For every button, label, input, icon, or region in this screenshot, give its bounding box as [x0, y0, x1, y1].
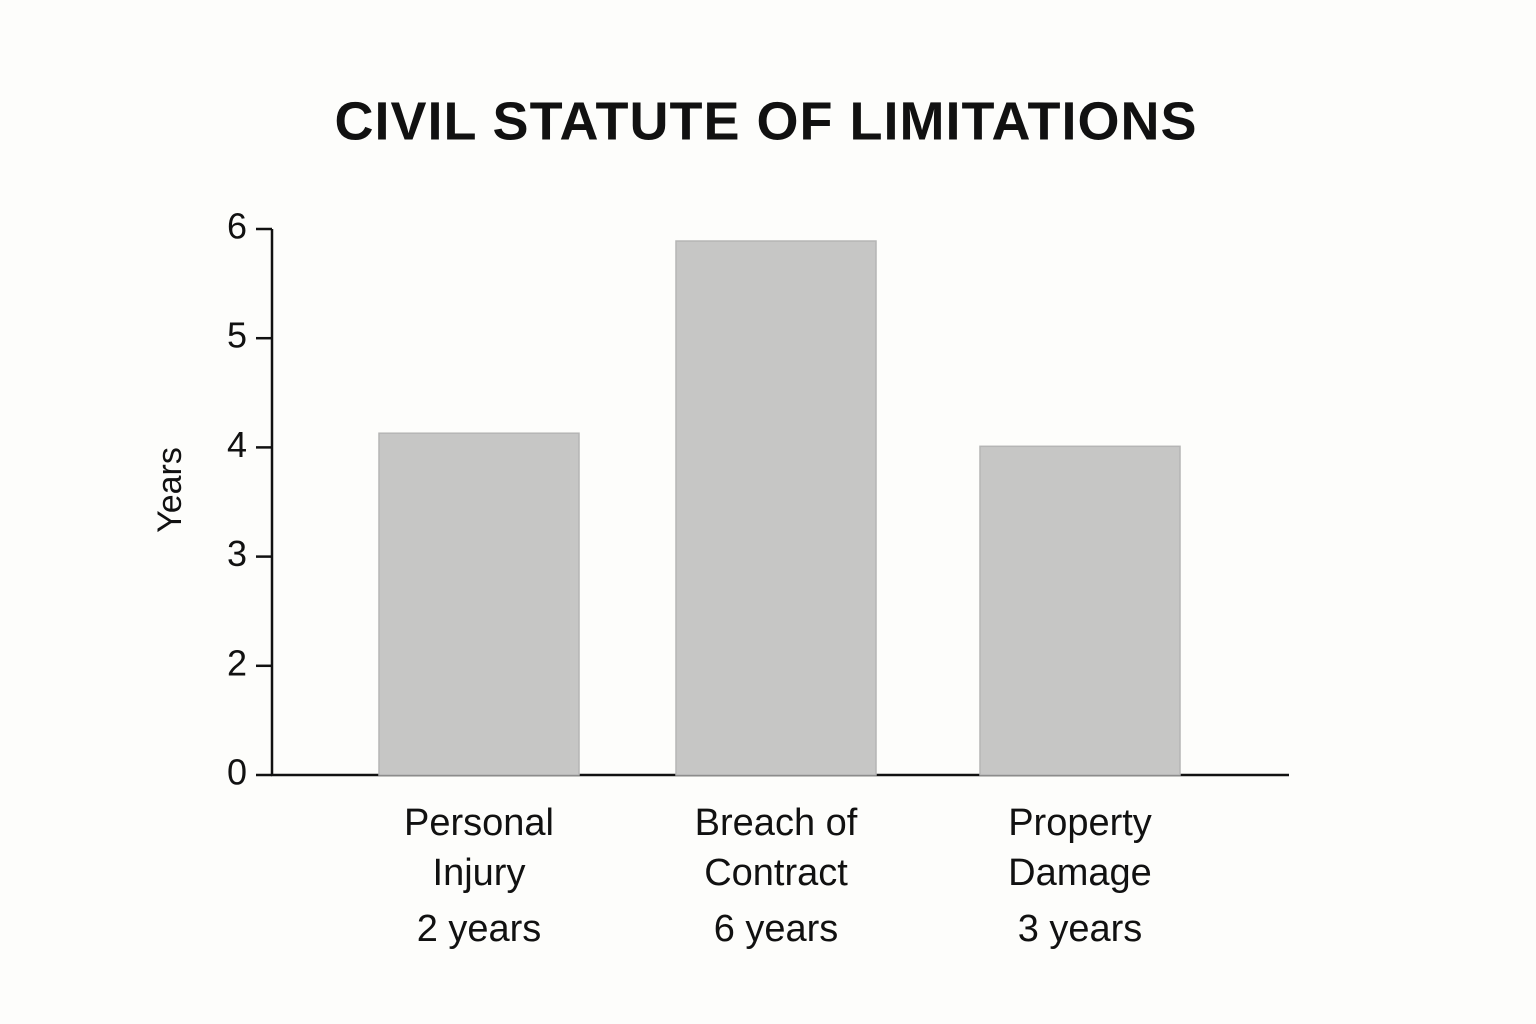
- y-axis-label: Years: [151, 447, 189, 533]
- x-tick-label: Damage: [1008, 852, 1152, 894]
- x-tick-label: Breach of: [695, 802, 858, 844]
- y-tick-label: 5: [227, 315, 247, 356]
- x-tick-label: 3 years: [1018, 908, 1143, 950]
- x-tick-label: Personal: [404, 802, 554, 844]
- x-tick-label: Contract: [704, 852, 848, 894]
- y-tick-label: 6: [227, 206, 247, 247]
- bar: [675, 240, 877, 776]
- x-tick-label: Property: [1008, 802, 1152, 844]
- bar: [979, 445, 1181, 776]
- x-tick-label: 6 years: [714, 908, 839, 950]
- y-tick-label: 4: [227, 424, 247, 465]
- bar: [378, 432, 580, 776]
- y-tick-label: 3: [227, 533, 247, 574]
- y-tick-label: 0: [227, 752, 247, 793]
- x-tick-label: 2 years: [417, 908, 542, 950]
- chart-title: CIVIL STATUTE OF LIMITATIONS: [335, 91, 1198, 151]
- y-tick-label: 2: [227, 642, 247, 683]
- x-tick-label: Injury: [433, 852, 526, 894]
